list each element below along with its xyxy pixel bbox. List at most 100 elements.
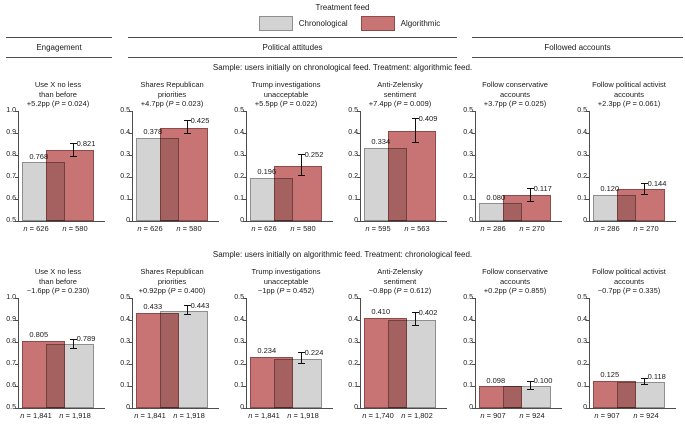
bar-value-label: 0.402: [418, 308, 438, 317]
chart-title-line: Use X no less: [34, 80, 82, 89]
bar-chronological: [616, 382, 665, 408]
error-bar: [186, 120, 188, 135]
y-tick-label: 0.5: [6, 217, 16, 224]
bar-value-label: 0.125: [600, 370, 620, 379]
y-tick-label: 0.4: [120, 129, 130, 136]
chart-title-line: unacceptable: [263, 89, 309, 99]
y-tick-mark: [15, 342, 19, 343]
y-tick-label: 0.3: [577, 151, 587, 158]
y-tick-mark: [586, 133, 590, 134]
y-tick-label: 0.4: [463, 129, 473, 136]
bar-value-label: 0.224: [304, 348, 324, 358]
chart-title: Trump investigations unacceptable −1pp (P …: [236, 267, 336, 296]
sample-size-label: n = 1,802: [401, 411, 433, 420]
n-symbol: n: [59, 411, 64, 420]
effect-size-label: +7.4pp (P = 0.009): [368, 99, 432, 108]
y-tick-label: 0.6: [6, 195, 16, 202]
y-tick-label: 0: [572, 217, 587, 225]
y-tick-mark: [129, 386, 133, 387]
y-tick-mark: [15, 199, 19, 200]
y-tick-label: 0: [229, 404, 244, 412]
y-tick-label: 0: [229, 217, 244, 225]
y-tick-mark: [243, 298, 247, 299]
chart-row-1: Use X no less than before +5.2pp (P = 0.02…: [0, 77, 685, 241]
y-tick-label: 0.5: [120, 107, 130, 114]
y-tick-label: 0.2: [463, 360, 473, 367]
y-tick-mark: [472, 342, 476, 343]
y-tick-label: 0.5: [234, 107, 244, 114]
y-tick-mark: [129, 364, 133, 365]
chart-cell: Follow political activist accounts +2.3pp …: [571, 77, 685, 241]
y-tick-mark: [243, 221, 247, 222]
y-tick-label: 0.4: [234, 129, 244, 136]
chart-row-2: Use X no less than before −1.6pp (P = 0.23…: [0, 264, 685, 428]
chart-title-line: sentiment: [383, 89, 417, 99]
bar-value-label: 0.196: [257, 167, 277, 177]
bar-chronological: [45, 344, 94, 408]
chart-title-line: Follow political activist: [592, 267, 666, 276]
sample-size-label: n = 595: [365, 224, 391, 233]
bar-value-label: 0.425: [190, 115, 210, 125]
y-tick-label: 0.4: [577, 129, 587, 136]
n-symbol: n: [137, 224, 142, 233]
chart-cell: Follow conservative accounts +3.7pp (P = 0…: [457, 77, 571, 241]
n-symbol: n: [176, 224, 181, 233]
y-tick-label: 0.3: [348, 151, 358, 158]
sample-size-label: n = 1,918: [287, 411, 319, 420]
y-tick-mark: [472, 199, 476, 200]
error-bar: [72, 339, 74, 349]
chart-title-line: than before: [39, 276, 77, 286]
chart-cell: Use X no less than before −1.6pp (P = 0.23…: [0, 264, 114, 428]
sample-size-label: n = 1,841: [248, 411, 280, 420]
bar-value-label: 0.443: [190, 300, 210, 310]
y-tick-mark: [357, 221, 361, 222]
chart-title: Anti-Zelensky sentiment +7.4pp (P = 0.009): [350, 80, 450, 109]
legend-label-chronological: Chronological: [298, 19, 348, 28]
y-tick-mark: [586, 298, 590, 299]
y-tick-mark: [357, 320, 361, 321]
n-symbol: n: [480, 411, 485, 420]
error-bar: [300, 353, 302, 364]
y-tick-label: 0.8: [6, 338, 16, 345]
p-symbol: P: [279, 286, 285, 295]
y-tick-mark: [472, 364, 476, 365]
bar-algorithmic: [159, 127, 208, 221]
y-tick-label: 0.7: [6, 173, 16, 180]
y-tick-label: 0.6: [6, 382, 16, 389]
sample-size-label: n = 1,918: [59, 411, 91, 420]
y-tick-label: 0.8: [6, 151, 16, 158]
chart-title-line: than before: [39, 89, 77, 99]
y-tick-mark: [15, 111, 19, 112]
y-tick-mark: [472, 177, 476, 178]
bar-value-label: 0.789: [76, 334, 96, 344]
y-tick-label: 0.5: [577, 294, 587, 301]
error-bar-cap: [640, 384, 648, 386]
y-tick-label: 0: [458, 404, 473, 412]
chart-title-line: accounts: [499, 276, 531, 286]
error-bar: [414, 118, 416, 144]
y-tick-label: 0: [343, 217, 358, 225]
chart-title-line: priorities: [157, 89, 187, 99]
error-bar: [186, 305, 188, 316]
chart-title-line: Follow political activist: [592, 80, 666, 89]
algorithmic-swatch-icon: [360, 16, 395, 31]
y-tick-label: 0.3: [120, 338, 130, 345]
chart-title: Anti-Zelensky sentiment −0.8pp (P = 0.612): [350, 267, 450, 296]
chart-title-line: accounts: [613, 276, 645, 286]
sample-size-label: n = 924: [519, 411, 545, 420]
bar-value-label: 0.805: [29, 330, 49, 340]
chart-cell: Shares Republican priorities +0.92pp (P = …: [114, 264, 228, 428]
y-tick-mark: [15, 298, 19, 299]
chart-title: Follow political activist accounts −0.7pp …: [579, 267, 679, 296]
p-symbol: P: [625, 286, 631, 295]
sample-size-label: n = 270: [519, 224, 545, 233]
section-label: Followed accounts: [544, 43, 611, 52]
y-tick-mark: [472, 133, 476, 134]
bar-value-label: 0.118: [647, 372, 666, 381]
y-tick-label: 0.1: [234, 195, 244, 202]
y-tick-label: 0.2: [577, 173, 587, 180]
